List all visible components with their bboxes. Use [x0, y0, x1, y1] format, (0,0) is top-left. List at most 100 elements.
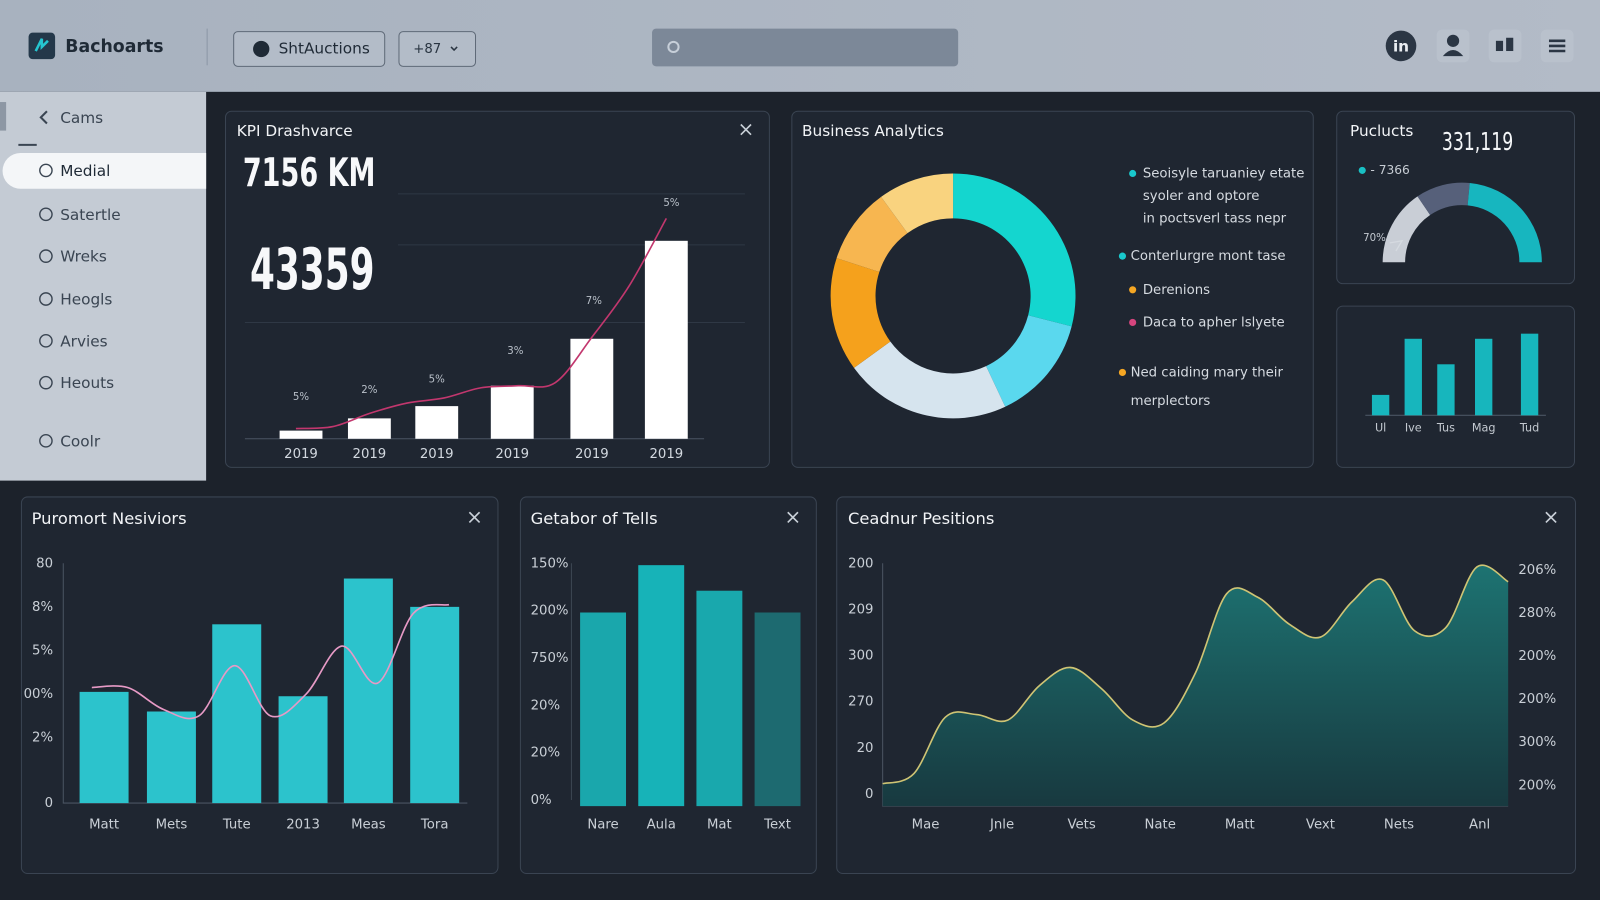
delta-dot — [1358, 166, 1366, 174]
legend-swatch — [1129, 318, 1137, 327]
bar — [79, 691, 129, 804]
gauge-needle — [1389, 239, 1404, 252]
bar — [212, 624, 262, 804]
y-tick-label: 00% — [24, 687, 53, 702]
y-tick-label: 0% — [531, 793, 552, 808]
button-label: ShtAuctions — [279, 39, 370, 57]
nav-back: Cams — [60, 109, 103, 127]
trend-line — [295, 217, 668, 430]
y-tick-label: 80 — [36, 556, 53, 571]
close-button[interactable] — [1545, 511, 1557, 524]
bar — [1520, 333, 1539, 416]
gauge-segment — [1382, 196, 1431, 263]
legend-text: syoler and optore — [1143, 189, 1260, 204]
delta: - 7366 — [1370, 163, 1410, 177]
search-box[interactable] — [652, 28, 959, 67]
apps-icon — [1495, 40, 1504, 52]
y-tick-label: 0 — [865, 787, 873, 802]
x-tick-label: 2019 — [495, 447, 529, 462]
legend-text: Ned caiding mary their — [1131, 365, 1284, 380]
apps-button[interactable] — [1488, 29, 1522, 63]
dropdown[interactable] — [398, 31, 477, 67]
x-tick-label: Aula — [647, 817, 676, 832]
x-tick-label: Text — [763, 817, 791, 832]
bar — [410, 606, 460, 804]
bar — [638, 565, 685, 807]
y2-tick-label: 280% — [1518, 606, 1556, 621]
bar — [343, 578, 393, 804]
panel-title: Puromort Nesiviors — [32, 509, 187, 528]
legend-text: Derenions — [1143, 283, 1210, 298]
area-line — [882, 564, 1509, 785]
apps-icon — [1506, 37, 1514, 52]
nav-item[interactable]: Coolr — [60, 432, 101, 450]
bar — [278, 696, 328, 804]
x-tick-label: 2019 — [284, 447, 318, 462]
annotation: 5% — [293, 392, 309, 403]
gauge-segment — [1467, 183, 1542, 263]
bar — [415, 406, 459, 439]
nav-item[interactable]: Medial — [60, 162, 110, 180]
y-tick-label: 20% — [531, 746, 560, 761]
back-icon — [39, 110, 48, 125]
bar — [1437, 364, 1455, 416]
apple-icon — [253, 40, 270, 58]
nav-icon — [39, 433, 53, 448]
y-tick-label: 0 — [45, 796, 53, 811]
nav-item[interactable]: Heogls — [60, 291, 112, 309]
linkedin-icon[interactable] — [1385, 30, 1417, 62]
y-tick-label: 300 — [848, 649, 873, 664]
annotation: 2% — [361, 385, 377, 396]
x-tick-label: Tora — [420, 817, 449, 832]
close-button[interactable] — [787, 511, 799, 524]
x-tick-label: Meas — [351, 817, 386, 832]
brand: Bachoarts — [65, 37, 163, 57]
sidebar — [0, 91, 207, 481]
sidebar-marker — [0, 102, 7, 131]
bar — [146, 711, 196, 804]
y-tick-label: 2% — [32, 731, 53, 746]
area — [882, 565, 1509, 807]
bar — [580, 612, 627, 807]
legend-swatch — [1118, 252, 1127, 260]
kpi-value: 331,119 — [1442, 127, 1513, 156]
legend-swatch — [1129, 169, 1137, 178]
x-tick-label: Ul — [1375, 422, 1386, 435]
x-tick-label: Mets — [156, 817, 188, 832]
nav-item[interactable]: Wreks — [60, 248, 107, 266]
y2-tick-label: 206% — [1518, 563, 1556, 578]
icon-label: in — [1393, 37, 1409, 55]
user-icon — [1442, 50, 1464, 57]
x-tick-label: Vets — [1067, 817, 1095, 832]
bar — [570, 338, 614, 439]
x-tick-label: Tud — [1519, 422, 1539, 435]
nav-item[interactable]: Satertle — [60, 206, 120, 224]
y2-tick-label: 200% — [1518, 649, 1556, 664]
x-tick-label: Matt — [89, 817, 119, 832]
bar — [696, 590, 743, 807]
panel — [225, 110, 770, 468]
close-button[interactable] — [740, 123, 752, 136]
bar — [1371, 394, 1390, 416]
legend-swatch — [1129, 286, 1137, 294]
x-tick-label: Nare — [587, 817, 618, 832]
bar — [1475, 338, 1493, 416]
kpi-value: 7156 KM — [243, 151, 376, 196]
close-button[interactable] — [468, 511, 481, 524]
logo-mark — [34, 38, 49, 52]
app-button[interactable] — [233, 31, 386, 67]
x-tick-label: Mae — [912, 817, 940, 832]
nav-item[interactable]: Heouts — [60, 374, 114, 392]
nav-icon — [39, 163, 53, 178]
annotation: 5% — [663, 198, 679, 209]
gauge-segment — [1417, 182, 1470, 215]
panel — [1336, 305, 1575, 468]
user-icon — [1446, 34, 1460, 47]
gauge-label: 70% — [1363, 233, 1386, 244]
y-tick-label: 750% — [531, 651, 569, 666]
nav-item[interactable]: Arvies — [60, 332, 107, 350]
y-tick-label: 200 — [848, 556, 873, 571]
donut-segment — [836, 196, 908, 272]
x-tick-label: Tus — [1436, 422, 1455, 435]
